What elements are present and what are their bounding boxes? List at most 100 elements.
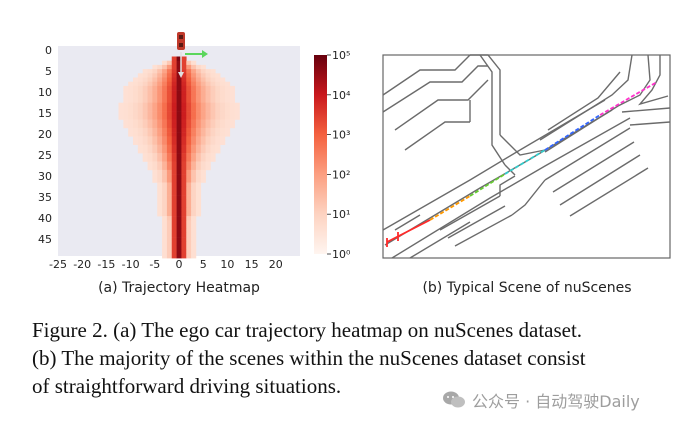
heatmap-cell: [191, 81, 197, 87]
heatmap-cell: [186, 90, 192, 95]
heatmap-cell: [171, 224, 177, 229]
heatmap-cell: [181, 178, 187, 183]
heatmap-cell: [191, 220, 197, 225]
heatmap-cell: [215, 94, 221, 99]
heatmap-cell: [157, 111, 163, 116]
heatmap-cell: [157, 98, 163, 103]
heatmap-cell: [234, 115, 240, 120]
heatmap-cell: [191, 161, 197, 166]
heatmap-cell: [210, 111, 216, 116]
heatmap-cell: [157, 132, 163, 137]
heatmap-cell: [205, 111, 211, 116]
heatmap-cell: [220, 98, 226, 103]
heatmap-cell: [176, 56, 182, 61]
heatmap-cell: [147, 136, 153, 141]
watermark-text: 公众号 · 自动驾驶Daily: [472, 392, 640, 411]
heatmap-cell: [166, 161, 173, 166]
heatmap-cell: [152, 111, 158, 116]
heatmap-y-ticks: 0 5 10 15 20 25 30 35 40 45: [38, 44, 52, 246]
heatmap-cell: [157, 85, 163, 91]
heatmap-cell: [171, 165, 177, 171]
heatmap-cell: [166, 144, 173, 150]
heatmap-cell: [142, 136, 148, 141]
heatmap-cell: [162, 115, 168, 120]
heatmap-cell: [176, 224, 182, 229]
heatmap-cell: [162, 232, 168, 238]
heatmap-cell: [152, 169, 158, 175]
heatmap-cell: [195, 119, 202, 124]
heatmap-cell: [200, 106, 206, 112]
heatmap-cell: [176, 178, 182, 183]
heatmap-cell: [157, 69, 163, 74]
heatmap-cell: [195, 127, 202, 133]
heatmap-cell: [181, 165, 187, 171]
heatmap-cell: [176, 60, 182, 66]
heatmap-cell: [229, 106, 235, 112]
heatmap-cell: [157, 94, 163, 99]
heatmap-cell: [171, 140, 177, 145]
heatmap-cell: [224, 119, 231, 124]
heatmap-cell: [191, 140, 197, 145]
heatmap-cell: [195, 182, 202, 187]
heatmap-cell: [147, 132, 153, 137]
heatmap-cell: [152, 148, 158, 154]
heatmap-cell: [229, 102, 235, 108]
heatmap-cell: [147, 157, 153, 162]
heatmap-cell: [215, 136, 221, 141]
heatmap-cell: [162, 253, 168, 259]
heatmap-cell: [186, 232, 192, 238]
heatmap-cell: [200, 174, 206, 179]
heatmap-cell: [162, 111, 168, 116]
x-tick-label: 5: [200, 258, 207, 271]
heatmap-cell: [210, 77, 216, 82]
heatmap-cell: [200, 153, 206, 158]
heatmap-cell: [171, 216, 177, 221]
heatmap-cell: [128, 94, 134, 99]
heatmap-cell: [137, 102, 143, 108]
heatmap-cell: [142, 123, 148, 129]
heatmap-cell: [176, 195, 182, 200]
heatmap-cell: [137, 123, 143, 129]
heatmap-cell: [191, 224, 197, 229]
colorbar-tick-label: 10²: [332, 168, 350, 181]
heatmap-cell: [162, 207, 168, 213]
heatmap-cell: [166, 220, 173, 225]
heatmap-cell: [166, 140, 173, 145]
heatmap-cell: [205, 148, 211, 154]
heatmap-cell: [215, 115, 221, 120]
heatmap-cell: [210, 69, 216, 74]
heatmap-cell: [195, 81, 202, 87]
heatmap-cell: [191, 190, 197, 196]
heatmap-cell: [195, 90, 202, 95]
heatmap-cell: [200, 111, 206, 116]
heatmap-cell: [162, 161, 168, 166]
heatmap-cell: [166, 169, 173, 175]
heatmap-cell: [224, 102, 231, 108]
heatmap-cell: [224, 98, 231, 103]
heatmap-cell: [205, 69, 211, 74]
heatmap-cell: [147, 153, 153, 158]
heatmap-cell: [224, 132, 231, 137]
heatmap-cell: [176, 81, 182, 87]
heatmap-cell: [137, 144, 143, 150]
y-tick-label: 15: [38, 107, 52, 120]
heatmap-cell: [142, 85, 148, 91]
heatmap-cell: [186, 195, 192, 200]
heatmap-cell: [205, 161, 211, 166]
heatmap-cell: [181, 123, 187, 129]
heatmap-cell: [171, 64, 177, 70]
heatmap-cell: [224, 90, 231, 95]
heatmap-cell: [205, 119, 211, 124]
heatmap-cell: [166, 245, 173, 250]
heatmap-cell: [215, 102, 221, 108]
heatmap-cell: [166, 199, 173, 204]
heatmap-cell: [186, 174, 192, 179]
heatmap-cell: [142, 94, 148, 99]
scene-panel: (b) Typical Scene of nuScenes: [382, 54, 671, 296]
heatmap-cell: [152, 161, 158, 166]
heatmap-cell: [166, 136, 173, 141]
heatmap-cell: [205, 153, 211, 158]
heatmap-cell: [210, 127, 216, 133]
heatmap-cell: [181, 211, 187, 217]
heatmap-cell: [137, 111, 143, 116]
